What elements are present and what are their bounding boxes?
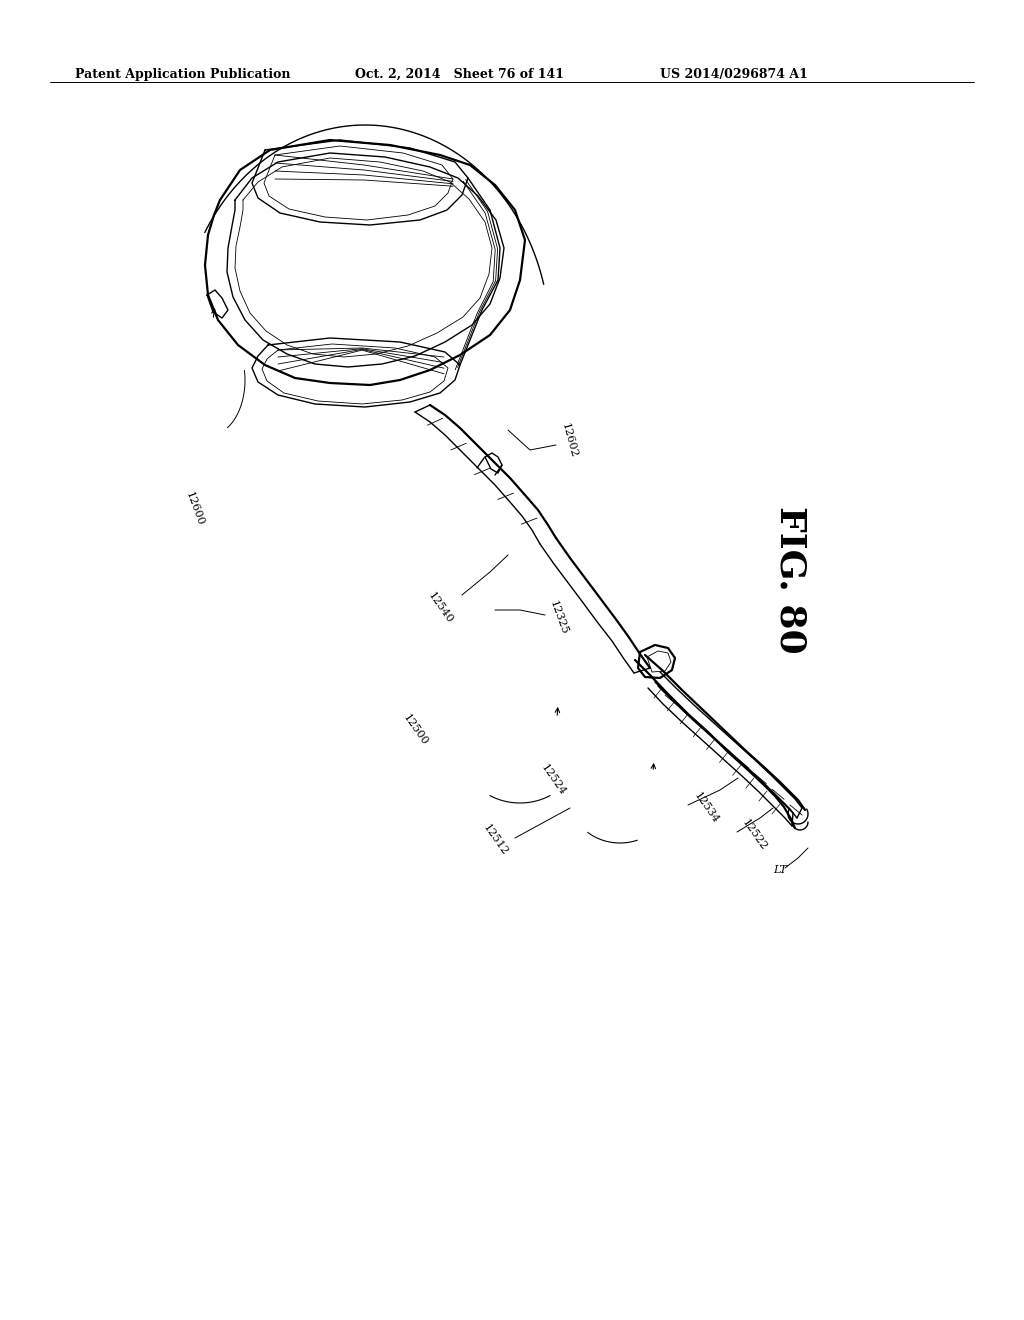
Text: 12534: 12534	[692, 791, 721, 825]
Text: US 2014/0296874 A1: US 2014/0296874 A1	[660, 69, 808, 81]
Text: 12512: 12512	[481, 822, 510, 858]
Text: 12522: 12522	[740, 817, 769, 853]
Text: Patent Application Publication: Patent Application Publication	[75, 69, 291, 81]
Text: 12540: 12540	[426, 590, 455, 626]
Text: 12524: 12524	[540, 763, 568, 797]
Text: Oct. 2, 2014   Sheet 76 of 141: Oct. 2, 2014 Sheet 76 of 141	[355, 69, 564, 81]
Text: 12602: 12602	[560, 421, 579, 458]
Text: LT: LT	[773, 865, 786, 875]
Text: 12325: 12325	[548, 599, 569, 636]
Text: 12500: 12500	[401, 713, 430, 747]
Text: 12600: 12600	[184, 490, 206, 527]
Text: FIG. 80: FIG. 80	[773, 506, 807, 653]
